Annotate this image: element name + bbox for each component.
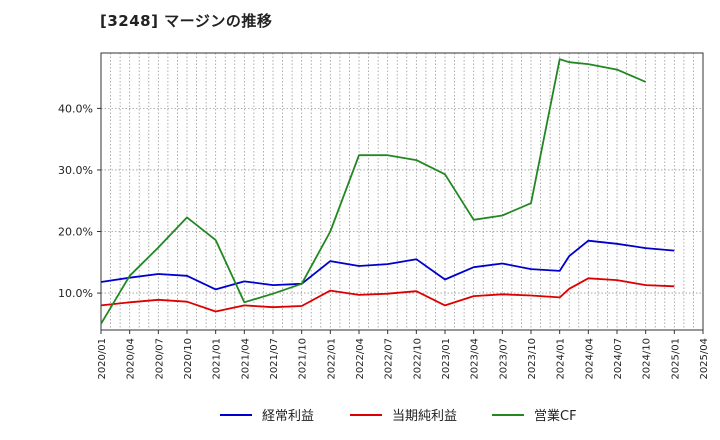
series-lines xyxy=(100,58,675,325)
x-tick-label: 2020/04 xyxy=(126,338,137,380)
legend-label: 営業CF xyxy=(534,408,577,424)
x-tick-label: 2023/07 xyxy=(498,338,509,380)
x-tick-label: 2021/04 xyxy=(240,338,251,380)
plot-area xyxy=(100,52,704,331)
x-tick-label: 2024/04 xyxy=(584,338,595,380)
chart-title: [3248] マージンの推移 xyxy=(100,12,273,30)
y-tick-label: 30.0% xyxy=(58,164,93,177)
x-tick-label: 2024/01 xyxy=(556,338,567,380)
y-tick-label: 10.0% xyxy=(58,287,93,300)
x-tick-label: 2021/10 xyxy=(298,338,309,380)
x-tick-label: 2021/01 xyxy=(212,338,223,380)
grid xyxy=(101,53,703,330)
x-tick-label: 2020/10 xyxy=(183,338,194,380)
x-tick-label: 2022/01 xyxy=(326,338,337,380)
x-tick-label: 2021/07 xyxy=(269,338,280,380)
y-tick-label: 20.0% xyxy=(58,226,93,239)
y-tick-label: 40.0% xyxy=(58,102,93,115)
x-tick-label: 2023/04 xyxy=(470,338,481,380)
x-tick-label: 2024/10 xyxy=(642,338,653,380)
legend: 経常利益 当期純利益 営業CF xyxy=(220,408,577,424)
x-tick-label: 2023/01 xyxy=(441,338,452,380)
x-tick-label: 2023/10 xyxy=(527,338,538,380)
x-tick-label: 2022/07 xyxy=(384,338,395,380)
x-tick-label: 2024/07 xyxy=(613,338,624,380)
series-line-1 xyxy=(100,239,675,291)
legend-label: 当期純利益 xyxy=(392,409,457,424)
x-tick-label: 2020/07 xyxy=(154,338,165,380)
series-line-3 xyxy=(100,58,647,325)
x-tick-label: 2022/10 xyxy=(412,338,423,380)
x-tick-label: 2022/04 xyxy=(355,338,366,380)
x-tick-label: 2025/04 xyxy=(699,338,710,380)
x-axis-ticks: 2020/01 2020/04 2020/07 2020/10 2021/01 2021/… xyxy=(97,330,710,380)
legend-label: 経常利益 xyxy=(262,409,314,424)
x-tick-label: 2025/01 xyxy=(670,338,681,380)
series-line-2 xyxy=(100,277,675,313)
y-axis-ticks: 10.0% 20.0% 30.0% 40.0% xyxy=(58,102,101,300)
x-tick-label: 2020/01 xyxy=(97,338,108,380)
